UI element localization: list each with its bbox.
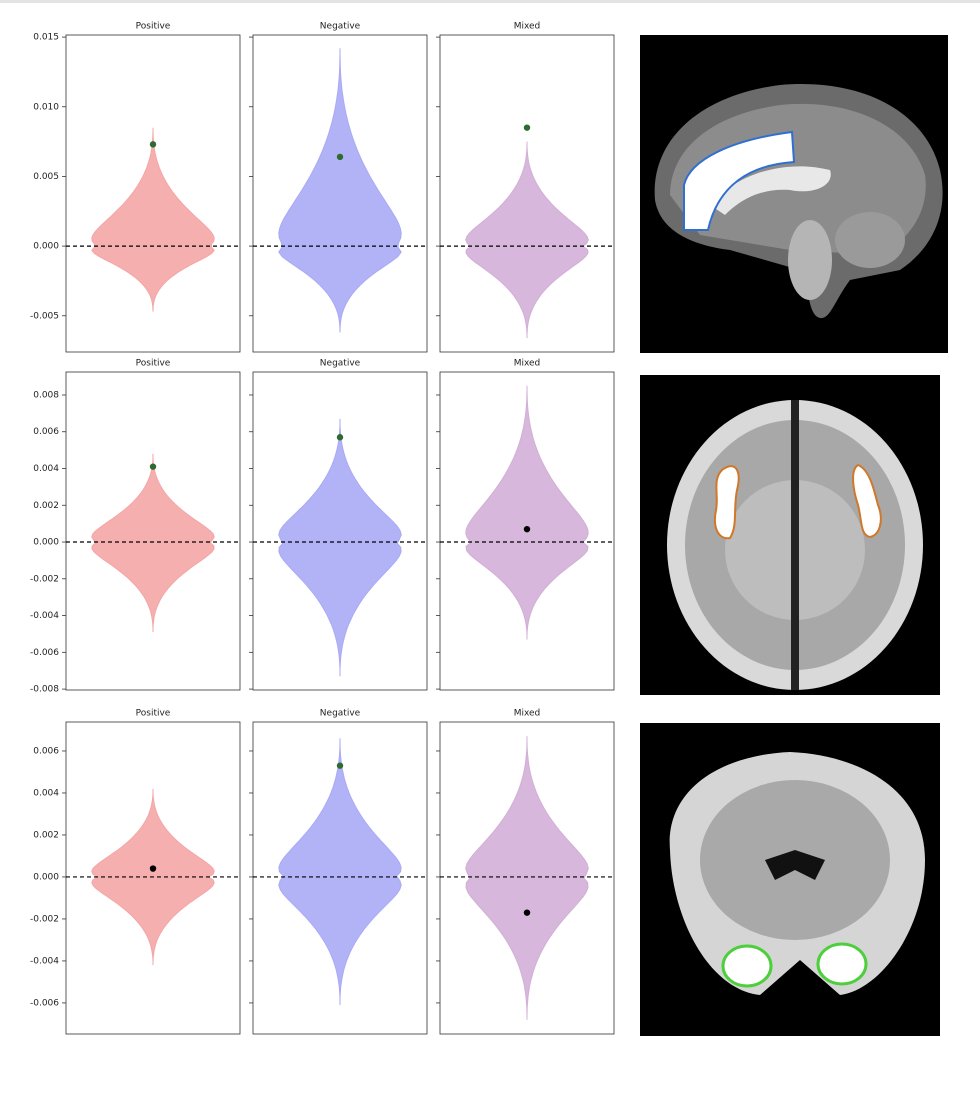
y-tick-label: 0.010 xyxy=(33,102,59,112)
y-tick-label: 0.006 xyxy=(33,427,59,437)
y-tick-label: -0.006 xyxy=(30,998,59,1008)
violin xyxy=(278,418,402,677)
observed-point xyxy=(336,434,344,441)
y-tick-label: 0.004 xyxy=(33,464,59,474)
panel-title: Negative xyxy=(320,22,361,32)
brain-image-sagittal xyxy=(640,35,948,353)
observed-point xyxy=(149,141,157,148)
y-tick-label: 0.002 xyxy=(33,501,59,511)
panel-title: Negative xyxy=(320,359,361,369)
observed-point xyxy=(336,153,344,161)
y-tick-label: 0.004 xyxy=(33,788,59,798)
y-tick-label: 0.008 xyxy=(33,390,59,400)
y-tick-label: -0.004 xyxy=(30,611,59,621)
observed-point xyxy=(523,124,531,131)
observed-point xyxy=(523,909,531,916)
axes-frame xyxy=(439,721,615,1035)
axes-frame xyxy=(252,34,428,353)
panel-title: Mixed xyxy=(514,709,541,719)
panel-title: Positive xyxy=(136,22,171,32)
axes-frame xyxy=(65,721,241,1035)
y-tick-label: 0.000 xyxy=(33,242,59,252)
y-tick-label: 0.000 xyxy=(33,872,59,882)
observed-point xyxy=(149,865,157,872)
y-tick-label: -0.008 xyxy=(30,685,59,695)
axes-frame xyxy=(65,34,241,353)
panel-title: Negative xyxy=(320,709,361,719)
panel-title: Positive xyxy=(136,359,171,369)
brain-image-axial xyxy=(640,375,940,695)
y-tick-label: 0.005 xyxy=(33,172,59,182)
y-tick-label: -0.005 xyxy=(30,311,59,321)
observed-point xyxy=(336,762,344,769)
observed-point xyxy=(523,525,531,533)
violin xyxy=(278,738,402,1005)
violin xyxy=(91,127,215,312)
y-tick-label: 0.015 xyxy=(33,33,59,43)
violin xyxy=(465,385,589,640)
observed-point xyxy=(149,463,157,470)
violin xyxy=(278,48,402,333)
violin xyxy=(465,141,589,339)
axes-frame xyxy=(439,34,615,353)
axes-frame xyxy=(252,721,428,1035)
y-tick-label: -0.002 xyxy=(30,574,59,584)
axes-frame xyxy=(439,371,615,691)
panel-title: Mixed xyxy=(514,359,541,369)
y-tick-label: 0.000 xyxy=(33,538,59,548)
y-tick-label: -0.004 xyxy=(30,956,59,966)
panel-title: Mixed xyxy=(514,22,541,32)
y-tick-label: -0.002 xyxy=(30,914,59,924)
panel-title: Positive xyxy=(136,709,171,719)
y-tick-label: 0.006 xyxy=(33,746,59,756)
violin xyxy=(465,736,589,1020)
axes-frame xyxy=(252,371,428,691)
violin xyxy=(91,453,215,633)
y-tick-label: 0.002 xyxy=(33,830,59,840)
y-tick-label: -0.006 xyxy=(30,648,59,658)
brain-image-coronal xyxy=(640,723,940,1036)
top-border xyxy=(0,0,980,3)
axes-frame xyxy=(65,371,241,691)
